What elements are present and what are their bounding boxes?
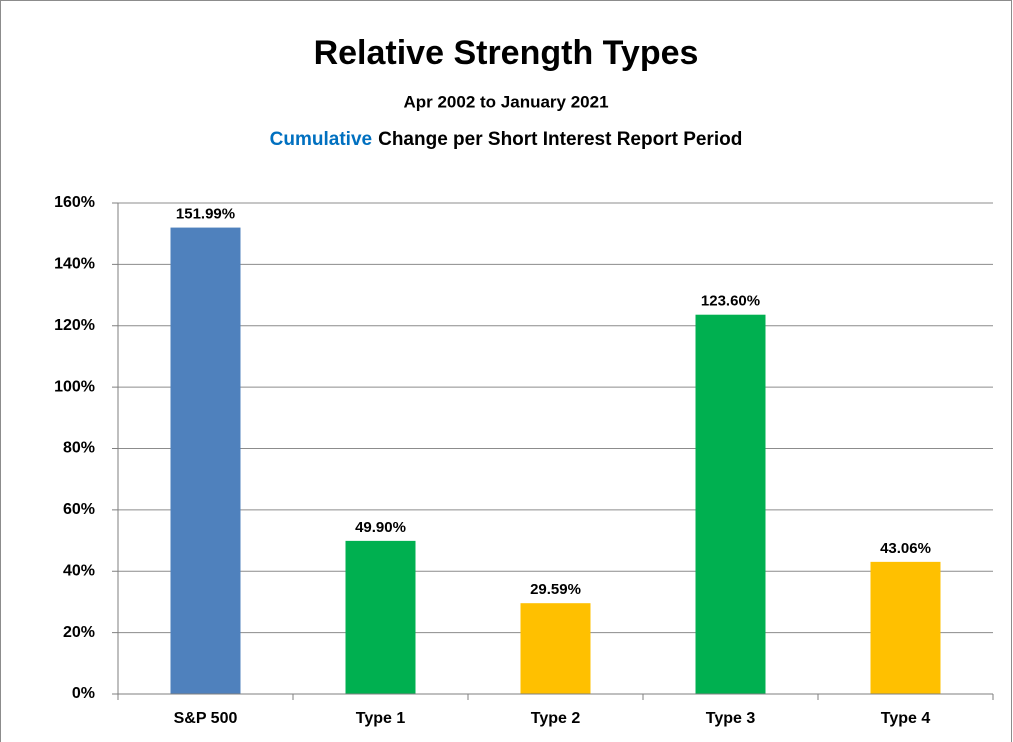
data-label: 123.60%: [701, 293, 760, 310]
y-tick-label: 0%: [72, 685, 95, 702]
bar: [345, 540, 416, 694]
bar: [520, 603, 591, 694]
y-tick-label: 60%: [63, 501, 95, 518]
x-tick-label: S&P 500: [174, 710, 238, 727]
data-label: 151.99%: [176, 206, 235, 223]
data-label: 43.06%: [880, 540, 931, 557]
data-label: 29.59%: [530, 581, 581, 598]
y-tick-label: 140%: [54, 256, 95, 273]
subtitle-highlight: Cumulative: [270, 129, 372, 150]
y-tick-label: 80%: [63, 440, 95, 457]
chart-subtitle-2: Cumulative Change per Short Interest Repo…: [270, 129, 743, 150]
y-tick-label: 40%: [63, 562, 95, 579]
subtitle-rest: Change per Short Interest Report Period: [378, 129, 742, 150]
x-tick-label: Type 2: [531, 710, 581, 727]
chart-title: Relative Strength Types: [314, 34, 699, 72]
y-tick-label: 160%: [54, 194, 95, 211]
bar: [870, 561, 941, 694]
bar: [170, 227, 241, 694]
y-tick-label: 100%: [54, 378, 95, 395]
data-label: 49.90%: [355, 519, 406, 536]
x-tick-label: Type 3: [706, 710, 756, 727]
bar: [695, 314, 766, 694]
chart-subtitle: Apr 2002 to January 2021: [403, 92, 608, 111]
y-tick-label: 120%: [54, 317, 95, 334]
y-tick-label: 20%: [63, 624, 95, 641]
x-tick-label: Type 1: [356, 710, 406, 727]
x-tick-label: Type 4: [881, 710, 931, 727]
